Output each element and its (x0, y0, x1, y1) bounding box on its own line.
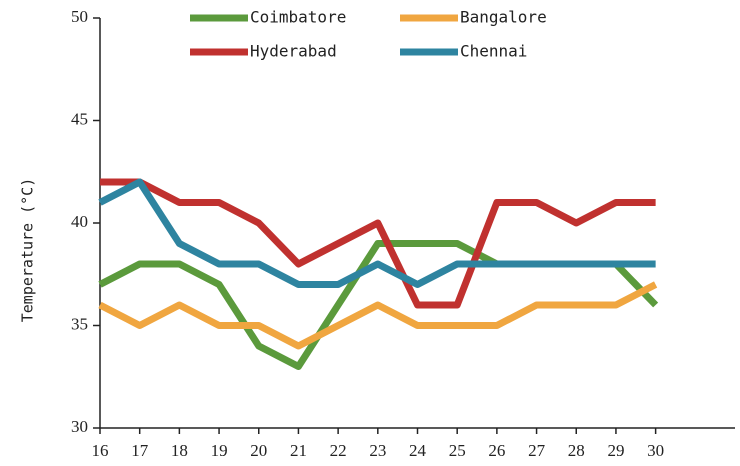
x-tick-label: 20 (250, 441, 267, 460)
legend-label: Coimbatore (250, 8, 346, 27)
legend-label: Bangalore (460, 8, 547, 27)
series-line (98, 281, 658, 350)
legend-label: Hyderabad (250, 42, 337, 61)
x-tick-label: 22 (330, 441, 347, 460)
x-tick-label: 23 (369, 441, 386, 460)
x-tick-label: 24 (409, 441, 427, 460)
series-line (98, 178, 656, 288)
x-tick-label: 16 (92, 441, 109, 460)
x-tick-label: 17 (131, 441, 149, 460)
x-tick-label: 25 (449, 441, 466, 460)
y-axis-label: Temperature (°C) (19, 178, 37, 323)
y-tick-label: 40 (71, 212, 88, 231)
x-tick-label: 28 (568, 441, 585, 460)
y-tick-label: 35 (71, 314, 88, 333)
series-line (100, 178, 656, 309)
x-tick-label: 21 (290, 441, 307, 460)
x-tick-label: 18 (171, 441, 188, 460)
y-tick-label: 50 (71, 7, 88, 26)
x-tick-label: 27 (528, 441, 546, 460)
x-tick-label: 26 (488, 441, 505, 460)
y-tick-label: 30 (71, 417, 88, 436)
y-tick-label: 45 (71, 109, 88, 128)
legend-label: Chennai (460, 42, 527, 61)
x-tick-label: 30 (647, 441, 664, 460)
x-tick-label: 29 (607, 441, 624, 460)
x-tick-label: 19 (211, 441, 228, 460)
